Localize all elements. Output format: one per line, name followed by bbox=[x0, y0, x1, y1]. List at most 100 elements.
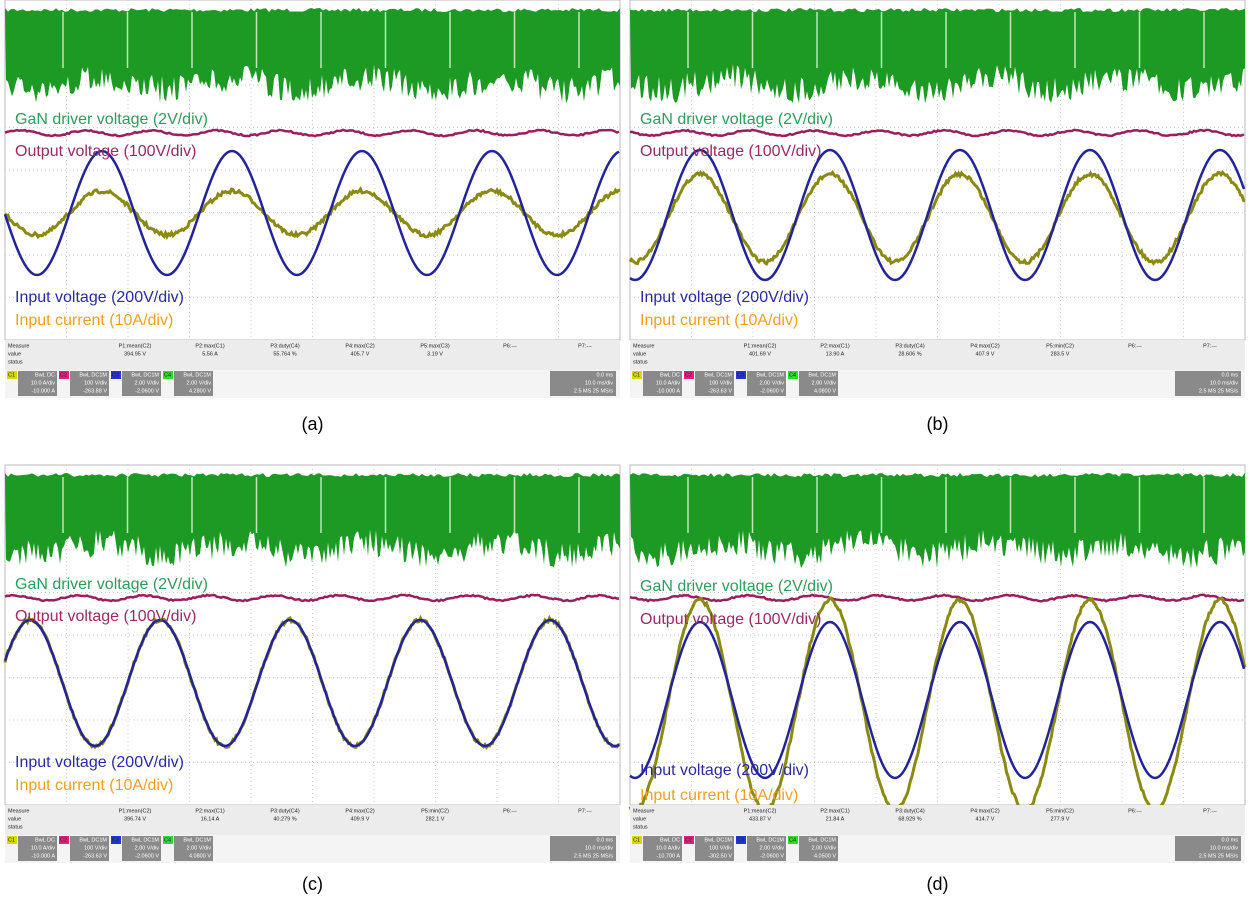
trace-label: GaN driver voltage (2V/div) bbox=[15, 576, 208, 593]
measure-row-label: value bbox=[633, 816, 646, 822]
trace-label: Input current (10A/div) bbox=[640, 312, 798, 329]
channel-id: C3 bbox=[112, 837, 119, 843]
param-value: 409.9 V bbox=[351, 816, 370, 822]
timebase-rate: 2.5 MS 25 MS/s bbox=[1199, 853, 1238, 859]
measure-bar bbox=[630, 805, 1245, 835]
param-value: 405.7 V bbox=[351, 351, 370, 357]
panel-label: (b) bbox=[927, 414, 949, 434]
param-name: P7:--- bbox=[1203, 343, 1217, 349]
timebase-delay: 0.0 ms bbox=[1221, 837, 1238, 843]
channel-offset: 4.0800 V bbox=[189, 853, 211, 859]
channel-offset: -2.0600 V bbox=[135, 853, 159, 859]
param-value: 21.84 A bbox=[826, 816, 845, 822]
channel-scale: 10.0 A/div bbox=[31, 380, 55, 386]
param-value: 394.95 V bbox=[124, 351, 146, 357]
channel-coupling: BwL DC bbox=[660, 372, 680, 378]
figure: GaN driver voltage (2V/div) Output voltag… bbox=[0, 0, 1250, 905]
channel-offset: -10.000 A bbox=[656, 388, 680, 394]
channel-id: C3 bbox=[737, 372, 744, 378]
param-name: P7:--- bbox=[1203, 808, 1217, 814]
panel-label: (d) bbox=[927, 874, 949, 894]
timebase-delay: 0.0 ms bbox=[596, 372, 613, 378]
measure-bar bbox=[5, 340, 620, 370]
channel-coupling: BwL DC1M bbox=[131, 837, 159, 843]
trace-label: GaN driver voltage (2V/div) bbox=[640, 578, 833, 595]
channel-coupling: BwL DC1M bbox=[79, 372, 107, 378]
channel-id: C2 bbox=[685, 372, 692, 378]
timebase-delay: 0.0 ms bbox=[596, 837, 613, 843]
channel-id: C1 bbox=[633, 837, 640, 843]
channel-coupling: BwL DC1M bbox=[808, 837, 836, 843]
param-name: P4:max(C2) bbox=[970, 343, 1000, 349]
timebase-scale: 10.0 ms/div bbox=[585, 380, 613, 386]
param-name: P1:mean(C2) bbox=[119, 808, 152, 814]
timebase-rate: 2.5 MS 25 MS/s bbox=[574, 388, 613, 394]
channel-id: C2 bbox=[60, 837, 67, 843]
param-value: 277.9 V bbox=[1051, 816, 1070, 822]
channel-id: C4 bbox=[164, 837, 171, 843]
param-name: P4:max(C2) bbox=[970, 808, 1000, 814]
channel-offset: -2.0600 V bbox=[135, 388, 159, 394]
channel-scale: 2.00 V/div bbox=[812, 380, 837, 386]
param-value: 414.7 V bbox=[976, 816, 995, 822]
channel-id: C1 bbox=[8, 837, 15, 843]
measure-row-label: Measure bbox=[633, 808, 654, 814]
measure-row-label: Measure bbox=[633, 343, 654, 349]
param-name: P3:duty(C4) bbox=[270, 808, 300, 814]
channel-offset: -263.63 V bbox=[83, 853, 107, 859]
param-name: P2:max(C1) bbox=[820, 343, 850, 349]
trace-label: Input voltage (200V/div) bbox=[640, 762, 809, 779]
channel-scale: 100 V/div bbox=[84, 380, 107, 386]
channel-scale: 2.00 V/div bbox=[760, 380, 785, 386]
measure-row-label: value bbox=[633, 351, 646, 357]
channel-id: C3 bbox=[737, 837, 744, 843]
channel-offset: 4.2800 V bbox=[189, 388, 211, 394]
param-name: P2:max(C1) bbox=[195, 343, 225, 349]
channel-id: C1 bbox=[8, 372, 15, 378]
trace-label: Input voltage (200V/div) bbox=[15, 754, 184, 771]
channel-coupling: BwL DC bbox=[35, 837, 55, 843]
param-name: P1:mean(C2) bbox=[744, 343, 777, 349]
channel-coupling: BwL DC1M bbox=[756, 837, 784, 843]
param-name: P6:--- bbox=[1128, 343, 1142, 349]
channel-coupling: BwL DC1M bbox=[131, 372, 159, 378]
param-name: P6:--- bbox=[503, 343, 517, 349]
channel-scale: 2.00 V/div bbox=[187, 845, 212, 851]
param-value: 5.56 A bbox=[202, 351, 218, 357]
channel-coupling: BwL DC bbox=[660, 837, 680, 843]
trace-label: Output voltage (100V/div) bbox=[640, 611, 821, 628]
trace-label: Input voltage (200V/div) bbox=[640, 289, 809, 306]
param-name: P4:max(C2) bbox=[345, 808, 375, 814]
param-name: P5:min(C2) bbox=[421, 808, 449, 814]
measure-row-label: status bbox=[633, 359, 648, 365]
channel-offset: -2.0600 V bbox=[760, 388, 784, 394]
channel-scale: 2.00 V/div bbox=[135, 845, 160, 851]
trace-label: Input voltage (200V/div) bbox=[15, 289, 184, 306]
scope-panel: GaN driver voltage (2V/div) Output voltag… bbox=[630, 0, 1245, 434]
channel-scale: 2.00 V/div bbox=[187, 380, 212, 386]
channel-scale: 10.0 A/div bbox=[656, 380, 680, 386]
param-name: P5:max(C3) bbox=[420, 343, 450, 349]
channel-offset: -10.000 A bbox=[31, 388, 55, 394]
param-value: 28.606 % bbox=[898, 351, 921, 357]
channel-coupling: BwL DC bbox=[35, 372, 55, 378]
measure-row-label: value bbox=[8, 351, 21, 357]
param-name: P2:max(C1) bbox=[195, 808, 225, 814]
param-value: 13.90 A bbox=[826, 351, 845, 357]
channel-id: C4 bbox=[789, 372, 796, 378]
channel-scale: 2.00 V/div bbox=[135, 380, 160, 386]
channel-scale: 10.0 A/div bbox=[31, 845, 55, 851]
param-value: 407.9 V bbox=[976, 351, 995, 357]
channel-offset: 4.0800 V bbox=[814, 388, 836, 394]
channel-id: C2 bbox=[60, 372, 67, 378]
channel-id: C4 bbox=[789, 837, 796, 843]
channel-id: C1 bbox=[633, 372, 640, 378]
trace-label: Output voltage (100V/div) bbox=[640, 143, 821, 160]
param-name: P1:mean(C2) bbox=[744, 808, 777, 814]
trace-label: Output voltage (100V/div) bbox=[15, 143, 196, 160]
param-name: P7:--- bbox=[578, 808, 592, 814]
trace-label: GaN driver voltage (2V/div) bbox=[640, 111, 833, 128]
param-name: P3:duty(C4) bbox=[895, 343, 925, 349]
channel-scale: 2.00 V/div bbox=[812, 845, 837, 851]
param-value: 16.14 A bbox=[201, 816, 220, 822]
